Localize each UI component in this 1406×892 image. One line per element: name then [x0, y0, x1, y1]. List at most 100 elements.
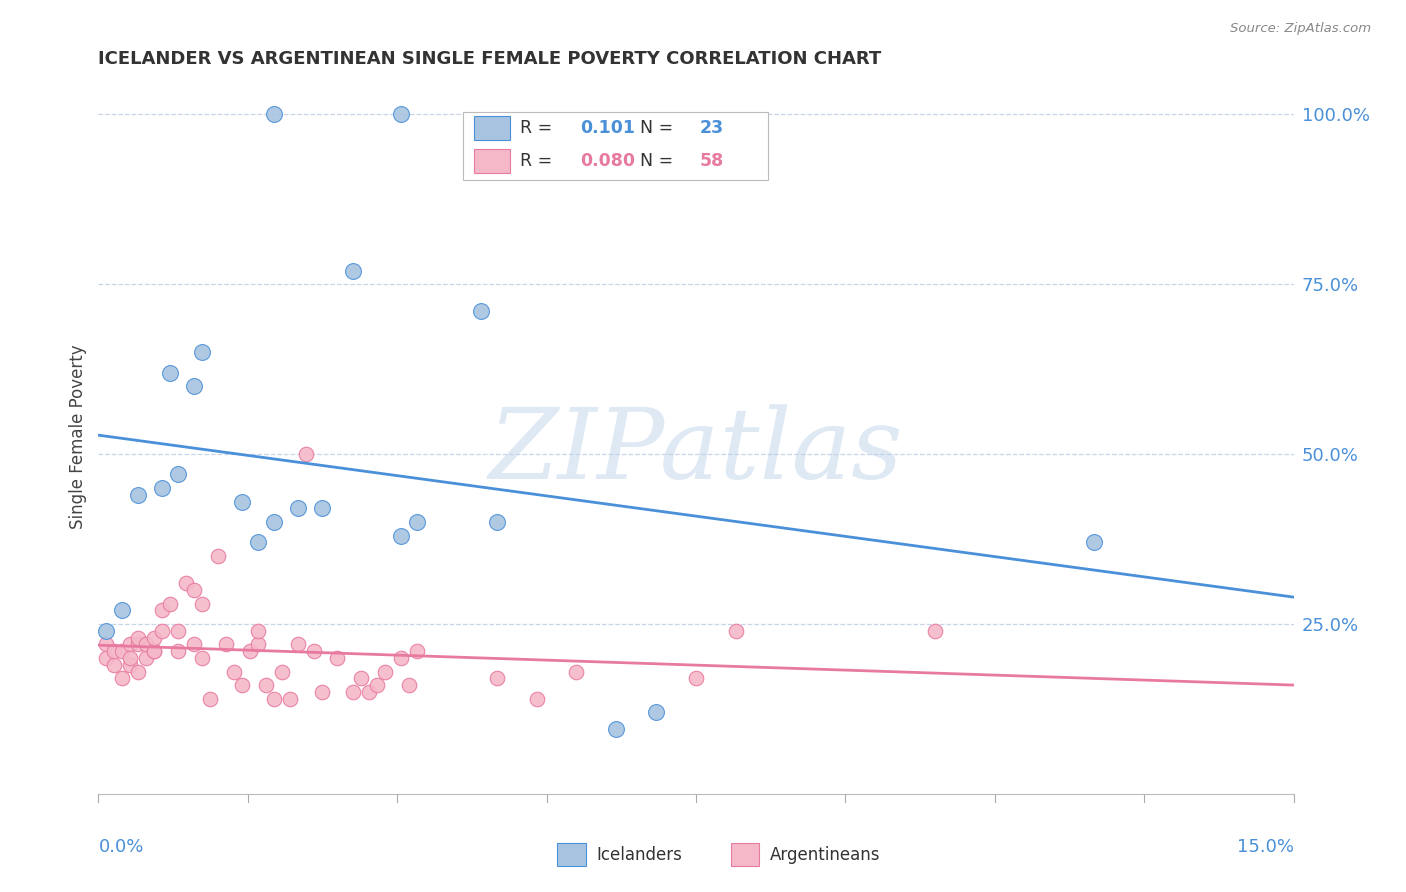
Point	[311, 685, 333, 699]
Point	[389, 651, 412, 665]
Point	[294, 447, 316, 461]
FancyBboxPatch shape	[731, 843, 759, 866]
Point	[231, 678, 253, 692]
Point	[127, 631, 149, 645]
Text: Argentineans: Argentineans	[770, 846, 880, 863]
Point	[924, 624, 946, 638]
Point	[183, 582, 205, 597]
Point	[167, 624, 190, 638]
Point	[287, 637, 309, 651]
Point	[350, 671, 373, 685]
Point	[470, 304, 492, 318]
Point	[1083, 535, 1105, 549]
Point	[120, 637, 142, 651]
Point	[183, 637, 205, 651]
Point	[150, 481, 173, 495]
Point	[398, 678, 420, 692]
FancyBboxPatch shape	[557, 843, 586, 866]
Text: 0.0%: 0.0%	[98, 838, 143, 856]
Text: 0.080: 0.080	[581, 152, 636, 169]
Point	[724, 624, 747, 638]
Point	[143, 631, 166, 645]
Point	[311, 501, 333, 516]
Point	[389, 107, 412, 121]
Text: R =: R =	[520, 120, 558, 137]
Point	[111, 603, 134, 617]
Text: R =: R =	[520, 152, 558, 169]
Point	[207, 549, 229, 563]
Point	[159, 366, 181, 380]
Point	[342, 263, 364, 277]
Point	[135, 637, 157, 651]
Point	[526, 691, 548, 706]
Text: ZIPatlas: ZIPatlas	[489, 404, 903, 499]
Point	[191, 597, 214, 611]
Point	[191, 651, 214, 665]
Point	[359, 685, 381, 699]
Point	[96, 624, 118, 638]
Point	[263, 691, 285, 706]
Point	[263, 515, 285, 529]
Text: 58: 58	[700, 152, 724, 169]
Point	[96, 651, 118, 665]
Point	[150, 603, 173, 617]
Point	[103, 657, 125, 672]
Point	[263, 107, 285, 121]
Point	[406, 644, 429, 658]
Point	[159, 597, 181, 611]
Text: ICELANDER VS ARGENTINEAN SINGLE FEMALE POVERTY CORRELATION CHART: ICELANDER VS ARGENTINEAN SINGLE FEMALE P…	[98, 50, 882, 68]
Point	[143, 644, 166, 658]
Point	[326, 651, 349, 665]
Point	[231, 494, 253, 508]
Point	[127, 637, 149, 651]
Point	[222, 665, 245, 679]
Point	[270, 665, 292, 679]
FancyBboxPatch shape	[474, 149, 509, 173]
Point	[174, 576, 197, 591]
Point	[111, 644, 134, 658]
Point	[127, 665, 149, 679]
Point	[645, 706, 668, 720]
Point	[287, 501, 309, 516]
Point	[183, 379, 205, 393]
Point	[685, 671, 707, 685]
Point	[302, 644, 325, 658]
Y-axis label: Single Female Poverty: Single Female Poverty	[69, 345, 87, 529]
FancyBboxPatch shape	[474, 116, 509, 140]
Point	[167, 644, 190, 658]
Point	[485, 671, 508, 685]
Point	[254, 678, 277, 692]
Point	[406, 515, 429, 529]
Text: 15.0%: 15.0%	[1236, 838, 1294, 856]
Point	[215, 637, 238, 651]
Point	[103, 644, 125, 658]
Point	[246, 624, 269, 638]
Text: 23: 23	[700, 120, 724, 137]
Point	[120, 651, 142, 665]
Text: Icelanders: Icelanders	[596, 846, 683, 863]
FancyBboxPatch shape	[463, 112, 768, 180]
Point	[191, 345, 214, 359]
Point	[167, 467, 190, 482]
Point	[120, 657, 142, 672]
Point	[239, 644, 262, 658]
Point	[278, 691, 301, 706]
Point	[374, 665, 396, 679]
Point	[135, 651, 157, 665]
Point	[565, 665, 588, 679]
Point	[150, 624, 173, 638]
Point	[96, 637, 118, 651]
Point	[366, 678, 388, 692]
Point	[127, 488, 149, 502]
Point	[246, 535, 269, 549]
Text: 0.101: 0.101	[581, 120, 636, 137]
Point	[111, 671, 134, 685]
Point	[485, 515, 508, 529]
Point	[198, 691, 221, 706]
Text: Source: ZipAtlas.com: Source: ZipAtlas.com	[1230, 22, 1371, 36]
Point	[246, 637, 269, 651]
Point	[143, 644, 166, 658]
Point	[389, 528, 412, 542]
Point	[605, 723, 627, 737]
Point	[342, 685, 364, 699]
